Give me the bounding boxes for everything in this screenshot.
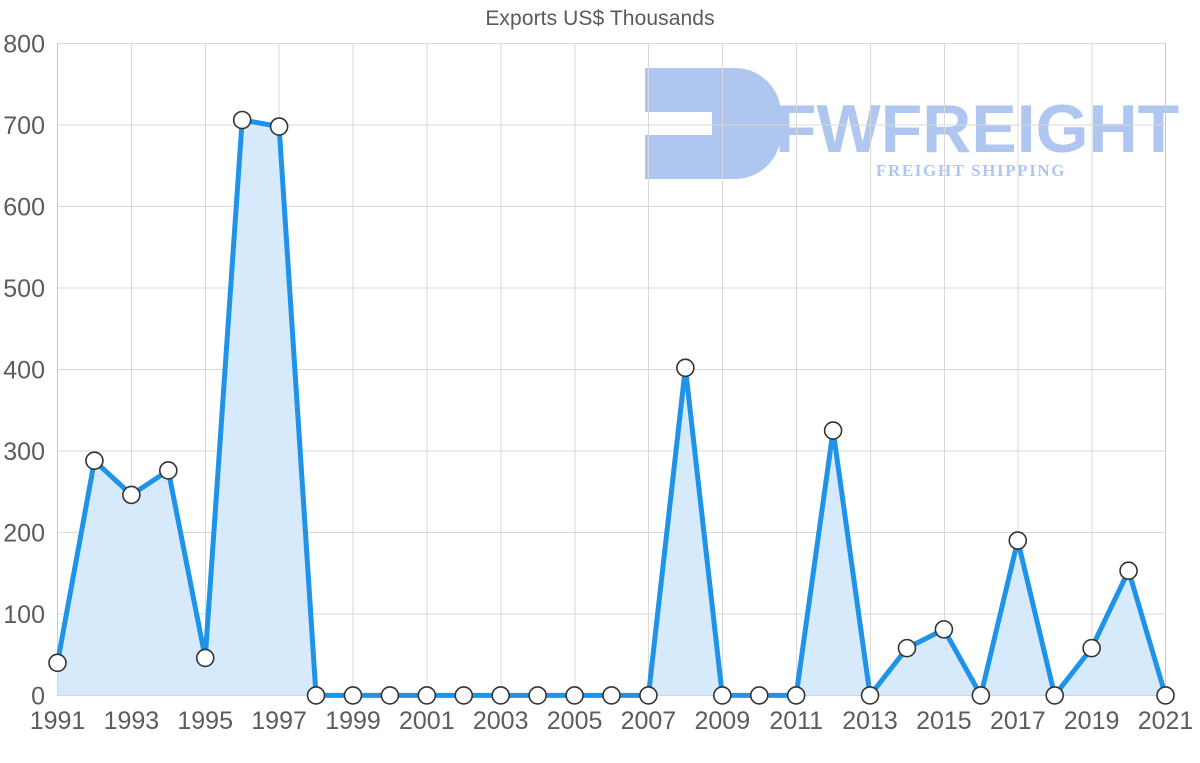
- watermark-logo: FWFREIGHT FREIGHT SHIPPING: [645, 68, 1179, 180]
- data-point[interactable]: [971, 686, 991, 705]
- data-point[interactable]: [417, 686, 437, 705]
- x-axis-labels: 1991 1993 1995 1997 1999 2001 2003 2005 2007 2009…: [30, 707, 1194, 735]
- x-tick-label: 2015: [916, 707, 972, 735]
- y-axis-labels: 0 100 200 300 400 500 600 700 800: [3, 30, 45, 710]
- x-tick-label: 2017: [990, 707, 1046, 735]
- data-point[interactable]: [491, 686, 511, 705]
- x-tick-label: 2009: [694, 707, 750, 735]
- data-point[interactable]: [934, 620, 954, 639]
- chart-title: Exports US$ Thousands: [485, 7, 715, 30]
- data-point[interactable]: [454, 686, 474, 705]
- x-tick-label: 2005: [547, 707, 603, 735]
- data-point[interactable]: [48, 653, 67, 673]
- x-tick-label: 2021: [1138, 707, 1194, 735]
- data-point[interactable]: [1119, 561, 1138, 581]
- data-point[interactable]: [269, 117, 289, 136]
- y-tick-label: 400: [3, 356, 45, 384]
- y-tick-label: 600: [3, 193, 45, 221]
- data-point[interactable]: [159, 461, 178, 480]
- data-point[interactable]: [1082, 638, 1101, 658]
- y-tick-label: 300: [3, 438, 45, 466]
- y-tick-label: 100: [3, 601, 45, 629]
- data-point[interactable]: [897, 638, 917, 658]
- data-point[interactable]: [749, 686, 769, 705]
- x-tick-label: 2011: [769, 707, 823, 735]
- data-series-exports: [48, 110, 1175, 705]
- y-tick-label: 500: [3, 275, 45, 303]
- data-point[interactable]: [343, 686, 363, 705]
- y-tick-label: 800: [3, 30, 45, 58]
- data-point[interactable]: [860, 686, 880, 705]
- series-area-fill: [57, 120, 1166, 696]
- x-tick-label: 1999: [325, 707, 381, 735]
- data-point[interactable]: [122, 485, 141, 505]
- data-point[interactable]: [306, 686, 326, 705]
- data-point[interactable]: [232, 110, 252, 130]
- x-tick-label: 2007: [621, 707, 677, 735]
- x-tick-label: 1993: [104, 707, 160, 735]
- data-point[interactable]: [602, 686, 621, 705]
- x-tick-label: 1991: [30, 707, 86, 735]
- x-tick-label: 1995: [177, 707, 233, 735]
- data-point[interactable]: [380, 686, 400, 705]
- data-point[interactable]: [1156, 686, 1175, 705]
- data-point[interactable]: [195, 648, 215, 668]
- y-tick-label: 0: [31, 682, 45, 710]
- x-tick-label: 2003: [473, 707, 529, 735]
- data-point[interactable]: [639, 686, 658, 705]
- watermark-brand: FWFREIGHT: [775, 91, 1179, 167]
- data-point[interactable]: [712, 686, 732, 705]
- data-point[interactable]: [823, 421, 843, 440]
- series-markers: [48, 110, 1175, 705]
- data-point[interactable]: [786, 686, 806, 705]
- data-point[interactable]: [1045, 686, 1064, 705]
- y-tick-label: 700: [3, 112, 45, 140]
- data-point[interactable]: [1008, 531, 1028, 550]
- x-tick-label: 2001: [399, 707, 455, 735]
- watermark-tagline: FREIGHT SHIPPING: [876, 161, 1066, 180]
- data-point[interactable]: [676, 358, 695, 378]
- data-point[interactable]: [528, 686, 547, 705]
- fw-logo-glyph-icon: [645, 68, 781, 179]
- x-tick-label: 2019: [1064, 707, 1120, 735]
- x-tick-label: 1997: [251, 707, 307, 735]
- data-point[interactable]: [565, 686, 584, 705]
- x-tick-label: 2013: [842, 707, 898, 735]
- data-point[interactable]: [85, 451, 104, 470]
- y-tick-label: 200: [3, 519, 45, 547]
